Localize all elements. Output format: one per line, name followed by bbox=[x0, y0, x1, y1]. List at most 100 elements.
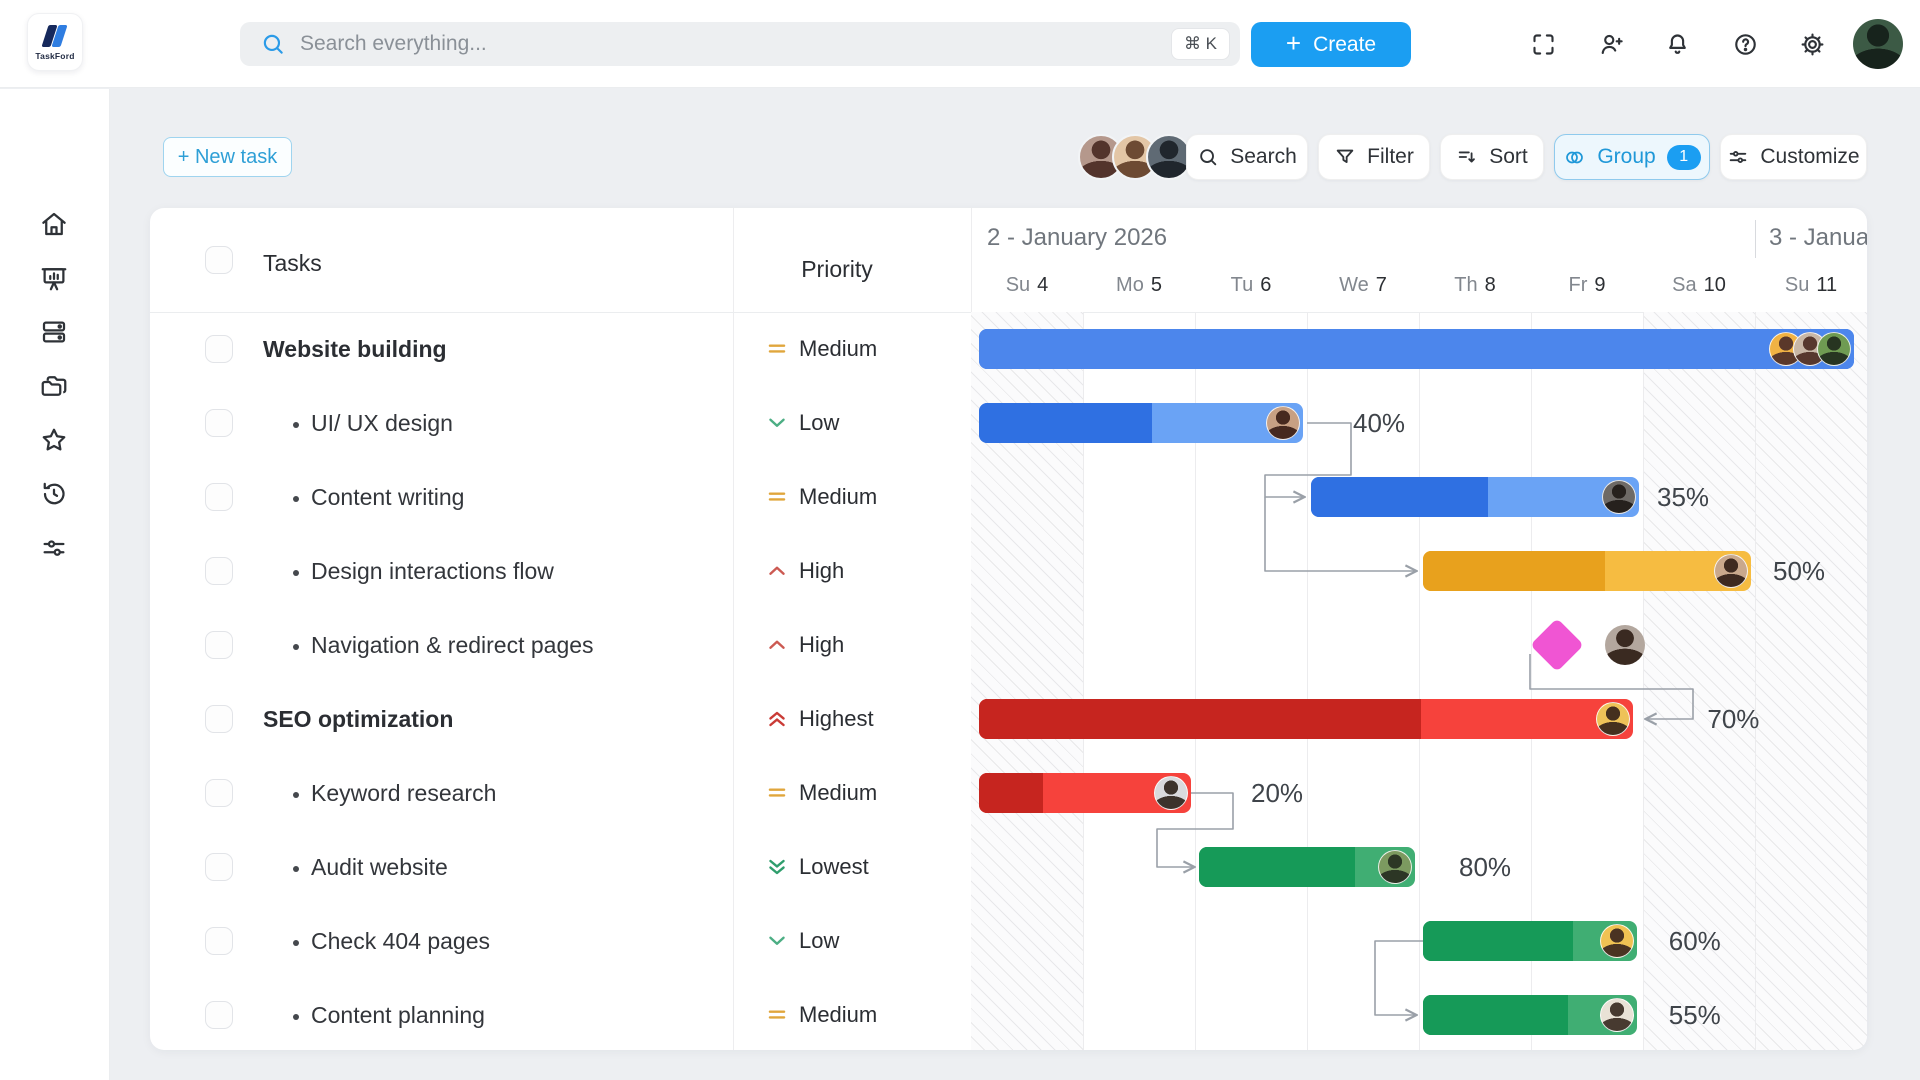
gantt-bar[interactable] bbox=[1423, 921, 1637, 961]
priority-label: Highest bbox=[799, 706, 874, 731]
priority-label: High bbox=[799, 632, 845, 657]
notifications-bell-icon[interactable] bbox=[1664, 31, 1691, 58]
priority-cell[interactable]: High bbox=[765, 632, 844, 658]
priority-equals-icon bbox=[768, 492, 786, 501]
user-avatar[interactable] bbox=[1853, 19, 1903, 69]
assignee-avatar-group[interactable] bbox=[1078, 134, 1192, 180]
weekend-hatch bbox=[1755, 312, 1867, 1050]
gantt-bar[interactable] bbox=[1199, 847, 1415, 887]
task-name[interactable]: Keyword research bbox=[311, 780, 497, 806]
priority-cell[interactable]: Low bbox=[765, 410, 839, 436]
search-shortcut-badge: ⌘ K bbox=[1170, 28, 1230, 60]
task-avatar bbox=[1378, 850, 1412, 884]
global-search-input[interactable]: Search everything... ⌘ K bbox=[240, 22, 1240, 66]
sidebar-item-history[interactable] bbox=[39, 479, 69, 509]
top-bar: TaskFord Search everything... ⌘ K + Crea… bbox=[0, 0, 1920, 88]
priority-cell[interactable]: Medium bbox=[765, 336, 877, 362]
task-avatar bbox=[1596, 702, 1631, 736]
task-checkbox[interactable] bbox=[205, 409, 233, 437]
search-icon bbox=[260, 31, 286, 57]
task-checkbox[interactable] bbox=[205, 483, 233, 511]
filter-button[interactable]: Filter bbox=[1318, 134, 1430, 180]
table-row: SEO optimization Highest bbox=[150, 682, 970, 756]
task-checkbox[interactable] bbox=[205, 557, 233, 585]
task-checkbox[interactable] bbox=[205, 779, 233, 807]
sidebar-item-dashboard[interactable] bbox=[39, 263, 69, 293]
fullscreen-icon[interactable] bbox=[1530, 31, 1557, 58]
filter-button-label: Filter bbox=[1367, 145, 1414, 168]
task-checkbox[interactable] bbox=[205, 705, 233, 733]
task-checkbox[interactable] bbox=[205, 631, 233, 659]
task-avatar bbox=[1602, 480, 1636, 514]
select-all-checkbox[interactable] bbox=[205, 246, 233, 274]
subtask-bullet bbox=[293, 496, 299, 502]
sidebar-item-preferences[interactable] bbox=[39, 533, 69, 563]
priority-cell[interactable]: Low bbox=[765, 928, 839, 954]
task-name[interactable]: Content planning bbox=[311, 1002, 485, 1028]
gantt-bar[interactable] bbox=[1423, 995, 1637, 1035]
new-task-button[interactable]: + New task bbox=[163, 137, 292, 177]
search-placeholder: Search everything... bbox=[300, 32, 487, 55]
gantt-bar[interactable] bbox=[979, 773, 1191, 813]
bar-avatars bbox=[1599, 924, 1634, 958]
table-row: Website building Medium bbox=[150, 312, 970, 386]
add-user-icon[interactable] bbox=[1598, 31, 1625, 58]
task-name[interactable]: Content writing bbox=[311, 484, 465, 510]
priority-label: Low bbox=[799, 928, 840, 953]
app-logo[interactable]: TaskFord bbox=[27, 13, 83, 71]
gantt-bar[interactable] bbox=[1423, 551, 1751, 591]
gantt-row: 55% bbox=[971, 978, 1867, 1050]
task-name[interactable]: SEO optimization bbox=[263, 706, 454, 732]
table-row: Keyword research Medium bbox=[150, 756, 970, 830]
gantt-bar[interactable] bbox=[979, 699, 1634, 739]
assignee-avatar[interactable] bbox=[1146, 134, 1192, 180]
sidebar-item-home[interactable] bbox=[39, 209, 69, 239]
subtask-bullet bbox=[293, 570, 299, 576]
week-label: 3 - Janua bbox=[1769, 224, 1867, 251]
search-icon bbox=[1197, 146, 1219, 168]
sidebar-item-projects[interactable] bbox=[39, 371, 69, 401]
gantt-bar[interactable] bbox=[979, 403, 1303, 443]
task-name[interactable]: Design interactions flow bbox=[311, 558, 554, 584]
task-checkbox[interactable] bbox=[205, 927, 233, 955]
task-name[interactable]: UI/ UX design bbox=[311, 410, 453, 436]
gantt-bar[interactable] bbox=[979, 329, 1855, 369]
plus-icon: + bbox=[1285, 27, 1302, 58]
sidebar-item-favorites[interactable] bbox=[39, 425, 69, 455]
sidebar-item-boards[interactable] bbox=[39, 317, 69, 347]
grid-line bbox=[1755, 312, 1756, 1050]
priority-cell[interactable]: Medium bbox=[765, 1002, 877, 1028]
customize-button-label: Customize bbox=[1760, 145, 1860, 168]
task-checkbox[interactable] bbox=[205, 335, 233, 363]
group-button[interactable]: Group 1 bbox=[1554, 134, 1710, 180]
task-avatar bbox=[1266, 406, 1300, 440]
task-checkbox[interactable] bbox=[205, 853, 233, 881]
priority-cell[interactable]: Highest bbox=[765, 706, 874, 732]
gantt-bar[interactable] bbox=[1311, 477, 1639, 517]
priority-label: Low bbox=[799, 410, 840, 435]
gantt-bar-progress bbox=[1423, 921, 1573, 961]
priority-cell[interactable]: Medium bbox=[765, 484, 877, 510]
create-button[interactable]: + Create bbox=[1251, 22, 1411, 67]
task-name[interactable]: Audit website bbox=[311, 854, 448, 880]
task-name[interactable]: Check 404 pages bbox=[311, 928, 491, 954]
gantt-row: 60% bbox=[971, 904, 1867, 978]
customize-button[interactable]: Customize bbox=[1720, 134, 1867, 180]
priority-cell[interactable]: Medium bbox=[765, 780, 877, 806]
progress-percent-label: 35% bbox=[1657, 482, 1710, 512]
priority-cell[interactable]: Lowest bbox=[765, 854, 869, 880]
help-icon[interactable] bbox=[1732, 31, 1759, 58]
task-checkbox[interactable] bbox=[205, 1001, 233, 1029]
gantt-row: 35% bbox=[971, 460, 1867, 534]
sort-button[interactable]: Sort bbox=[1440, 134, 1544, 180]
priority-cell[interactable]: High bbox=[765, 558, 844, 584]
search-tasks-button[interactable]: Search bbox=[1186, 134, 1308, 180]
gantt-chart: 2 - January 2026 3 - Janua Su 4 Mo 5 Tu 6 We 7 T… bbox=[971, 208, 1867, 1050]
task-name[interactable]: Website building bbox=[263, 336, 447, 362]
app-logo-icon bbox=[41, 23, 68, 49]
progress-percent-label: 20% bbox=[1251, 778, 1304, 808]
task-name[interactable]: Navigation & redirect pages bbox=[311, 632, 594, 658]
milestone-diamond[interactable] bbox=[1529, 618, 1584, 672]
table-row: Navigation & redirect pages High bbox=[150, 608, 970, 682]
settings-gear-icon[interactable] bbox=[1799, 31, 1826, 58]
